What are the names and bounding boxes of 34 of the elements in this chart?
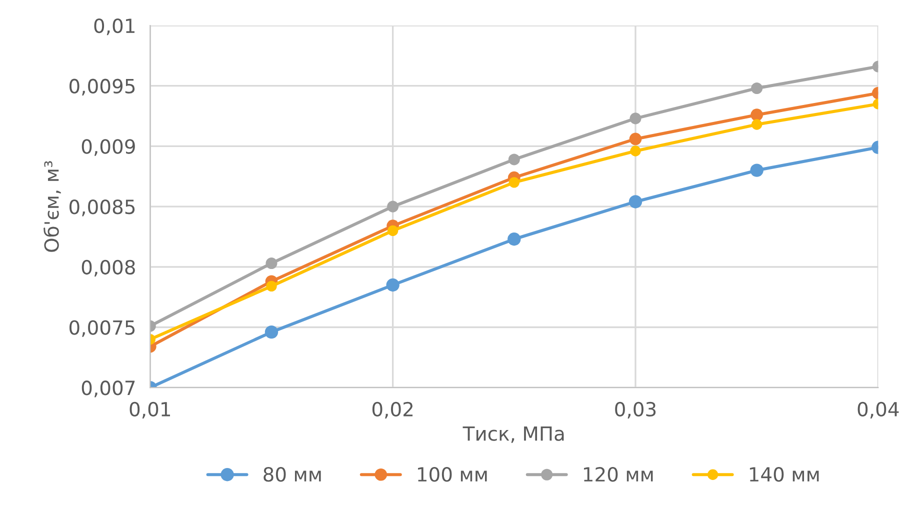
legend-label: 100 мм bbox=[418, 467, 487, 482]
y-tick-label: 0,0085 bbox=[70, 200, 135, 216]
x-tick-label: 0,03 bbox=[615, 402, 656, 419]
y-axis-title: Об'єм, м³ bbox=[44, 161, 61, 252]
legend-label: 80 мм bbox=[264, 467, 321, 482]
y-tick-label: 0,0075 bbox=[70, 320, 135, 337]
x-tick-label: 0,04 bbox=[858, 402, 899, 419]
point bbox=[751, 119, 762, 130]
point bbox=[386, 278, 400, 292]
point bbox=[266, 258, 278, 270]
point bbox=[508, 154, 520, 166]
y-tick-label: 0,01 bbox=[94, 18, 134, 36]
point bbox=[751, 82, 763, 94]
x-tick-label: 0,02 bbox=[372, 402, 413, 419]
y-tick-label: 0,008 bbox=[82, 260, 135, 277]
legend-label: 120 мм bbox=[584, 467, 653, 482]
x-axis-title: Тиск, МПа bbox=[462, 426, 564, 443]
y-tick-label: 0,0095 bbox=[70, 78, 135, 96]
point bbox=[508, 232, 521, 246]
y-tick-label: 0,009 bbox=[82, 139, 135, 156]
point bbox=[628, 195, 642, 208]
point bbox=[750, 164, 764, 177]
y-tick-label: 0,007 bbox=[82, 380, 135, 398]
point bbox=[387, 200, 399, 212]
point bbox=[508, 177, 520, 188]
point bbox=[629, 132, 642, 146]
point bbox=[264, 325, 278, 339]
point bbox=[266, 280, 277, 292]
legend-label: 140 мм bbox=[750, 467, 819, 482]
x-tick-label: 0,01 bbox=[130, 402, 170, 419]
point bbox=[630, 112, 642, 124]
point bbox=[750, 108, 763, 121]
point bbox=[630, 146, 641, 156]
point bbox=[387, 225, 398, 236]
